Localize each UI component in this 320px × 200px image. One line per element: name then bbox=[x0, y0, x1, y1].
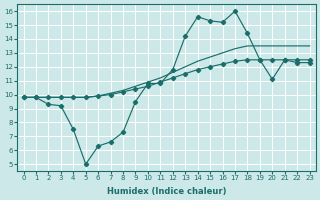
X-axis label: Humidex (Indice chaleur): Humidex (Indice chaleur) bbox=[107, 187, 226, 196]
